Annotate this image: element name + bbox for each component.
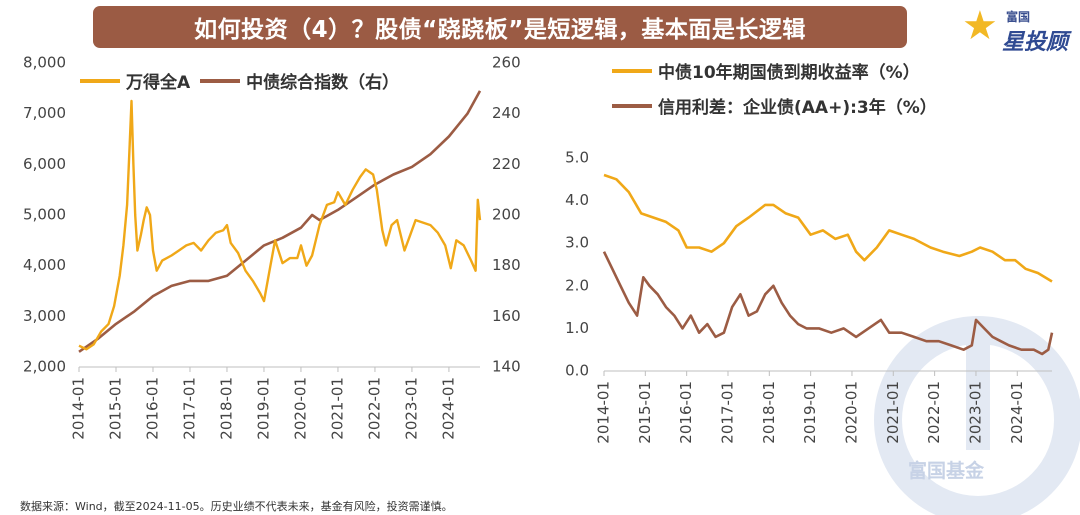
- right-x-tick-label: 2023-01: [966, 381, 984, 444]
- left-x-tick-label: 2019-01: [254, 377, 272, 440]
- left-y-tick-label: 8,000: [23, 54, 66, 72]
- left-x-tick-label: 2018-01: [217, 377, 235, 440]
- left-x-tick-label: 2023-01: [402, 377, 420, 440]
- left-x-tick-label: 2015-01: [106, 377, 124, 440]
- right-chart-y-tick-label: 4.0: [565, 191, 589, 209]
- legend-left: 万得全A 中债综合指数（右）: [80, 68, 399, 93]
- left-x-tick-label: 2024-01: [439, 377, 457, 440]
- right-x-tick-label: 2019-01: [801, 381, 819, 444]
- series-line-wind-a: [78, 99, 482, 351]
- left-y-tick-label: 3,000: [23, 307, 66, 325]
- right-chart-y-tick-label: 0.0: [565, 362, 589, 380]
- left-y-tick-label: 7,000: [23, 104, 66, 122]
- right-y-tick-label: 240: [492, 104, 521, 122]
- brand-small-text: 富国: [1006, 10, 1031, 24]
- right-x-tick-label: 2018-01: [760, 381, 778, 444]
- legend-swatch-yield: [612, 68, 652, 73]
- right-x-tick-label: 2024-01: [1008, 381, 1026, 444]
- right-x-tick-label: 2015-01: [636, 381, 654, 444]
- legend-label-spread: 信用利差：企业债(AA+):3年（%）: [658, 98, 937, 118]
- footer-source: 数据来源：Wind，截至2024-11-05。历史业绩不代表未来，基金有风险，投…: [20, 500, 453, 513]
- brand-logo: ★ 富国 星投顾: [962, 4, 1074, 56]
- right-y-tick-label: 140: [492, 358, 521, 376]
- right-y-tick-label: 200: [492, 206, 521, 224]
- right-y-tick-label: 220: [492, 155, 521, 173]
- right-x-tick-label: 2016-01: [677, 381, 695, 444]
- legend-swatch-bond-index: [200, 78, 241, 83]
- legend-label-bond-index: 中债综合指数（右）: [246, 73, 400, 93]
- right-x-tick-label: 2022-01: [925, 381, 943, 444]
- legend-right-2: 信用利差：企业债(AA+):3年（%）: [612, 93, 937, 118]
- right-chart-y-tick-label: 3.0: [565, 234, 589, 252]
- left-y-tick-label: 4,000: [23, 256, 66, 274]
- legend-swatch-wind: [80, 78, 120, 83]
- left-x-tick-label: 2020-01: [291, 377, 309, 440]
- brand-big-text: 星投顾: [1002, 30, 1069, 55]
- left-x-tick-label: 2021-01: [328, 377, 346, 440]
- legend-label-wind: 万得全A: [126, 73, 191, 93]
- series-line-10y-yield: [603, 173, 1053, 283]
- left-y-tick-label: 2,000: [23, 358, 66, 376]
- right-x-tick-label: 2020-01: [842, 381, 860, 444]
- right-y-tick-label: 180: [492, 256, 521, 274]
- series-line-bond-index: [78, 90, 482, 353]
- right-x-tick-label: 2017-01: [718, 381, 736, 444]
- left-x-tick-label: 2022-01: [365, 377, 383, 440]
- left-x-tick-label: 2017-01: [180, 377, 198, 440]
- right-chart-y-tick-label: 2.0: [565, 276, 589, 294]
- right-y-tick-label: 160: [492, 307, 521, 325]
- title-banner: 如何投资（4）？股债“跷跷板”是短逻辑，基本面是长逻辑: [93, 6, 907, 48]
- legend-label-yield: 中债10年期国债到期收益率（%）: [658, 63, 920, 83]
- star-logo-icon: ★: [962, 3, 998, 49]
- legend-swatch-spread: [612, 103, 652, 108]
- left-y-tick-label: 5,000: [23, 206, 66, 224]
- right-chart-y-tick-label: 5.0: [565, 149, 589, 167]
- series-line-credit-spread: [602, 251, 1054, 356]
- right-x-tick-label: 2021-01: [884, 381, 902, 444]
- right-chart-y-tick-label: 1.0: [565, 319, 589, 337]
- right-y-tick-label: 260: [492, 54, 521, 72]
- legend-right-1: 中债10年期国债到期收益率（%）: [612, 58, 920, 83]
- left-y-tick-label: 6,000: [23, 155, 66, 173]
- right-x-tick-label: 2014-01: [595, 381, 613, 444]
- left-x-tick-label: 2016-01: [143, 377, 161, 440]
- left-x-tick-label: 2014-01: [70, 377, 88, 440]
- page-title: 如何投资（4）？股债“跷跷板”是短逻辑，基本面是长逻辑: [194, 17, 806, 43]
